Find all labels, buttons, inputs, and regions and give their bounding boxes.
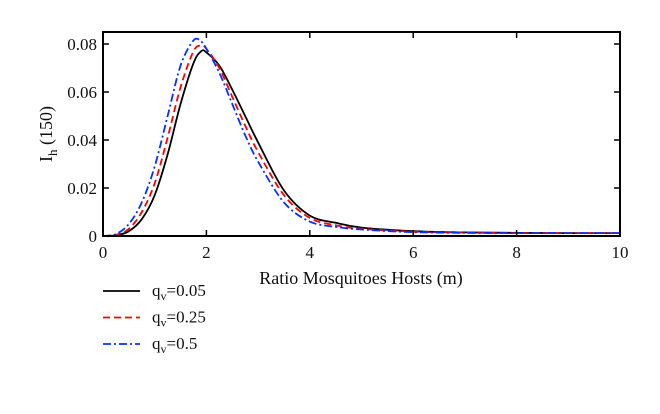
x-axis-label: Ratio Mosquitoes Hosts (m) bbox=[259, 268, 463, 289]
series-line-1 bbox=[102, 44, 620, 237]
y-axis-label: Ih (150) bbox=[36, 106, 60, 162]
y-tick-label: 0 bbox=[89, 227, 98, 246]
x-tick-label: 4 bbox=[306, 243, 315, 262]
y-tick-label: 0.04 bbox=[67, 131, 97, 150]
legend-entry: qv=0.25 bbox=[103, 308, 206, 330]
legend-label: qv=0.5 bbox=[152, 334, 197, 356]
series-line-0 bbox=[102, 49, 621, 237]
x-tick-label: 10 bbox=[612, 243, 629, 262]
y-tick-label: 0.02 bbox=[67, 179, 97, 198]
legend-entry: qv=0.5 bbox=[103, 334, 197, 356]
legend-label: qv=0.25 bbox=[152, 308, 206, 330]
legend-label: qv=0.05 bbox=[152, 281, 206, 303]
x-tick-label: 6 bbox=[409, 243, 418, 262]
y-tick-label: 0.08 bbox=[67, 35, 97, 54]
y-tick-label: 0.06 bbox=[67, 83, 97, 102]
x-tick-label: 0 bbox=[99, 243, 108, 262]
series-group bbox=[102, 37, 621, 237]
ticks-group: 0 2 4 6 8 10 0 0.02 0.04 0.06 0.08 bbox=[67, 32, 629, 262]
legend-entry: qv=0.05 bbox=[103, 281, 206, 303]
x-tick-label: 2 bbox=[202, 243, 211, 262]
x-tick-label: 8 bbox=[512, 243, 521, 262]
series-line-2 bbox=[102, 37, 620, 237]
legend: qv=0.05 qv=0.25 qv=0.5 bbox=[103, 281, 206, 356]
plot-frame bbox=[102, 31, 621, 237]
